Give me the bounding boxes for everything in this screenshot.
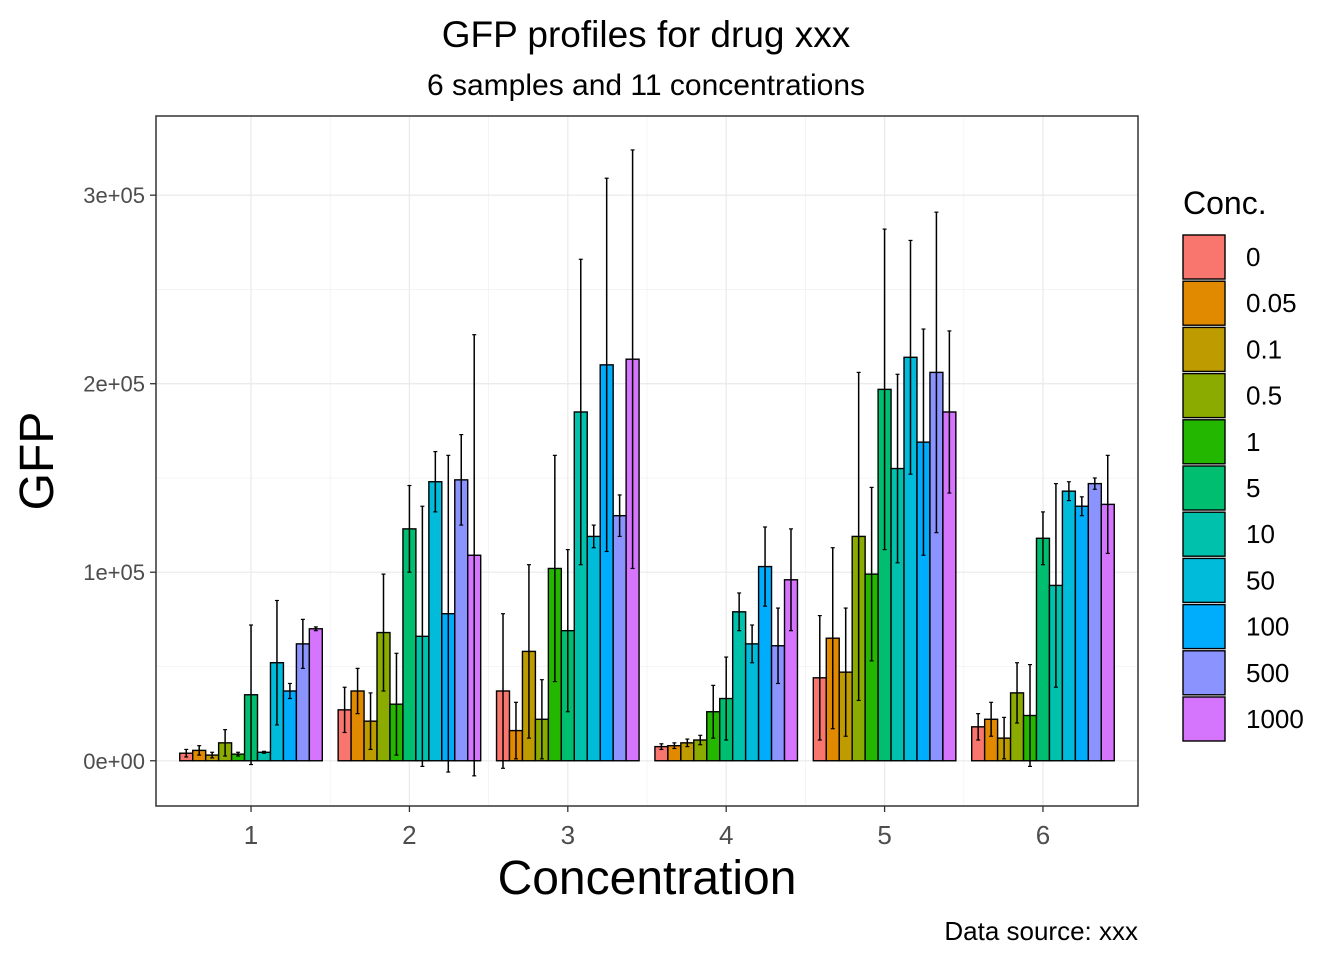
legend-key-500 (1182, 650, 1226, 696)
legend-label: 0 (1246, 242, 1260, 272)
legend-key-0.05 (1182, 280, 1226, 326)
legend-title: Conc. (1183, 185, 1267, 221)
legend-label: 50 (1246, 565, 1275, 595)
legend-label: 0.5 (1246, 381, 1282, 411)
bar-sample-2-conc-50 (428, 481, 443, 762)
legend-label: 100 (1246, 612, 1289, 642)
legend-key-5 (1182, 465, 1226, 511)
bar-sample-6-conc-100 (1074, 505, 1090, 762)
y-tick-label: 1e+05 (83, 560, 145, 585)
chart-subtitle: 6 samples and 11 concentrations (427, 69, 865, 102)
bar-sample-6-conc-500 (1087, 482, 1102, 762)
legend-label: 1000 (1246, 704, 1304, 734)
x-axis-ticks: 1 2 3 4 5 6 (244, 806, 1050, 850)
chart-title: GFP profiles for drug xxx (442, 14, 851, 55)
x-tick-label: 1 (244, 820, 258, 850)
x-tick-label: 5 (877, 820, 891, 850)
bar-sample-6-conc-5 (1035, 537, 1051, 762)
plot-panel-border (155, 115, 1139, 807)
x-tick-label: 4 (719, 820, 733, 850)
legend-key-0.1 (1182, 326, 1226, 373)
x-axis-title: Concentration (498, 852, 797, 905)
legend-label: 1 (1246, 427, 1260, 457)
x-tick-label: 2 (402, 820, 416, 850)
bar-sample-3-conc-500 (612, 514, 627, 762)
bar-sample-3-conc-50 (586, 535, 601, 762)
x-tick-label: 3 (561, 820, 575, 850)
y-tick-label: 2e+05 (83, 372, 145, 397)
bar-sample-1-conc-100 (282, 690, 298, 762)
legend-key-0 (1182, 234, 1226, 280)
error-bars-layer (184, 149, 1110, 777)
y-axis-ticks: 0e+00 1e+05 2e+05 3e+05 (83, 183, 156, 774)
legend-key-100 (1182, 603, 1226, 650)
legend-key-1000 (1182, 696, 1226, 742)
caption: Data source: xxx (944, 916, 1138, 946)
legend-key-1 (1182, 419, 1226, 465)
legend: 0 0.05 0.1 0.5 1 5 10 50 100 500 1000 (1182, 234, 1304, 742)
y-tick-label: 3e+05 (83, 183, 145, 208)
legend-label: 0.05 (1246, 288, 1297, 318)
y-tick-label: 0e+00 (83, 749, 145, 774)
bar-sample-4-conc-10 (731, 611, 747, 762)
legend-key-50 (1182, 557, 1226, 604)
y-axis-title: GFP (11, 412, 64, 511)
legend-label: 500 (1246, 658, 1289, 688)
legend-label: 5 (1246, 473, 1260, 503)
bar-sample-6-conc-50 (1061, 490, 1077, 762)
legend-key-0.5 (1182, 372, 1226, 419)
legend-key-10 (1182, 511, 1226, 557)
bar-sample-1-conc-1000 (308, 628, 324, 762)
legend-label: 0.1 (1246, 334, 1282, 364)
legend-label: 10 (1246, 519, 1275, 549)
x-tick-label: 6 (1036, 820, 1050, 850)
